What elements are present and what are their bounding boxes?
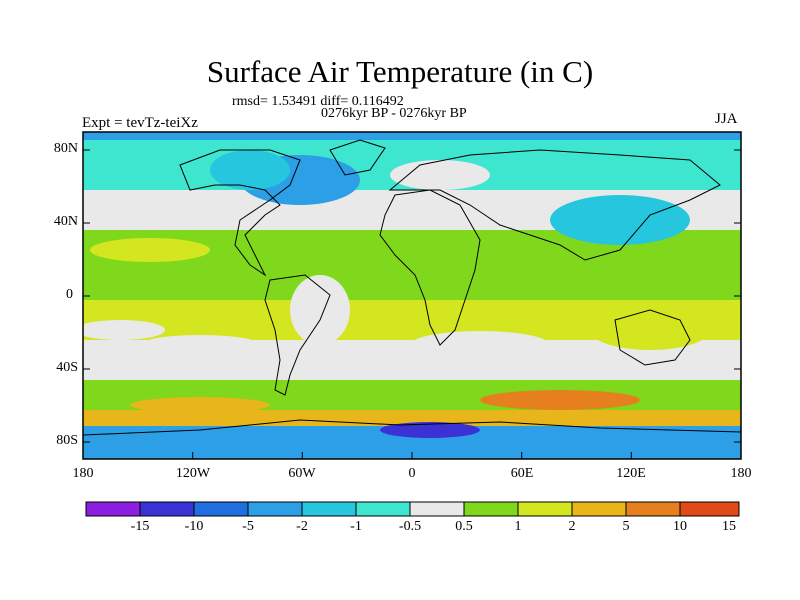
stats-line: rmsd= 1.53491 diff= 0.116492	[232, 94, 404, 109]
coastlines	[83, 139, 741, 436]
colorbar-box-11	[625, 501, 681, 517]
patch-australia	[590, 310, 710, 350]
patch-europe	[390, 160, 490, 190]
colorbar-box-10	[571, 501, 627, 517]
colorbar-box-1	[85, 501, 141, 517]
patch-south-pacific-neutral	[140, 335, 260, 355]
colorbar-label-4: -2	[296, 519, 308, 534]
colorbar-label-12: 15	[722, 519, 736, 534]
colorbar-box-2	[139, 501, 195, 517]
map-title: Surface Air Temperature (in C)	[206, 54, 594, 89]
patch-south-america	[290, 275, 350, 345]
colorbar-label-1: -15	[130, 519, 150, 534]
colorbar-box-8	[463, 501, 519, 517]
ytick-label-40n: 40N	[53, 214, 78, 229]
coast-south-america	[264, 274, 331, 396]
patch-antarctic-cold	[380, 422, 480, 438]
experiment-label: Expt = tevTz-teiXz	[82, 115, 198, 131]
patch-asia	[550, 195, 690, 245]
patch-africa	[425, 260, 495, 300]
patch-indian-ocean	[410, 331, 550, 359]
xtick-label-180e: 180	[730, 466, 752, 481]
colorbar-label-6: -0.5	[398, 519, 422, 534]
colorbar-box-4	[247, 501, 303, 517]
coast-africa	[379, 189, 481, 346]
xtick-label-120w: 120W	[175, 466, 211, 481]
colorbar-label-11: 10	[673, 519, 687, 534]
colorbar-label-2: -10	[184, 519, 204, 534]
field-warm-band	[83, 410, 741, 426]
colorbar-box-5	[301, 501, 357, 517]
colorbar-box-7	[409, 501, 465, 517]
xtick-label-0: 0	[408, 466, 416, 481]
period-line: 0276kyr BP - 0276kyr BP	[321, 106, 467, 121]
patch-southern-warm	[480, 390, 640, 410]
coast-north-america	[179, 149, 301, 277]
colorbar-label-9: 2	[568, 519, 576, 534]
season-label: JJA	[715, 111, 738, 127]
coast-australia	[614, 309, 691, 366]
xtick-label-60w: 60W	[288, 466, 316, 481]
patch-southern-warm-west	[130, 397, 270, 413]
ytick-label-0: 0	[66, 287, 73, 302]
temperature-field	[83, 132, 741, 459]
colorbar-label-3: -5	[242, 519, 254, 534]
coast-antarctica	[83, 419, 741, 436]
colorbar-label-8: 1	[514, 519, 522, 534]
patch-canada	[210, 150, 290, 190]
coast-eurasia	[388, 149, 721, 261]
colorbar-box-12	[679, 501, 740, 517]
axis-ticks	[82, 149, 742, 459]
colorbar-label-7: 0.5	[455, 519, 473, 534]
colorbar-label-10: 5	[622, 519, 630, 534]
patch-pacific-south	[83, 320, 165, 340]
xtick-label-60e: 60E	[510, 466, 534, 481]
ytick-label-40s: 40S	[56, 360, 78, 375]
colorbar-box-6	[355, 501, 411, 517]
ytick-label-80n: 80N	[53, 141, 78, 156]
colorbar-label-5: -1	[350, 519, 362, 534]
colorbar-box-9	[517, 501, 573, 517]
xtick-label-120e: 120E	[616, 466, 646, 481]
ytick-label-80s: 80S	[56, 433, 78, 448]
xtick-label-180w: 180	[72, 466, 94, 481]
coast-greenland	[329, 139, 386, 176]
colorbar	[85, 501, 740, 517]
colorbar-box-3	[193, 501, 249, 517]
patch-pacific-north	[90, 238, 210, 262]
